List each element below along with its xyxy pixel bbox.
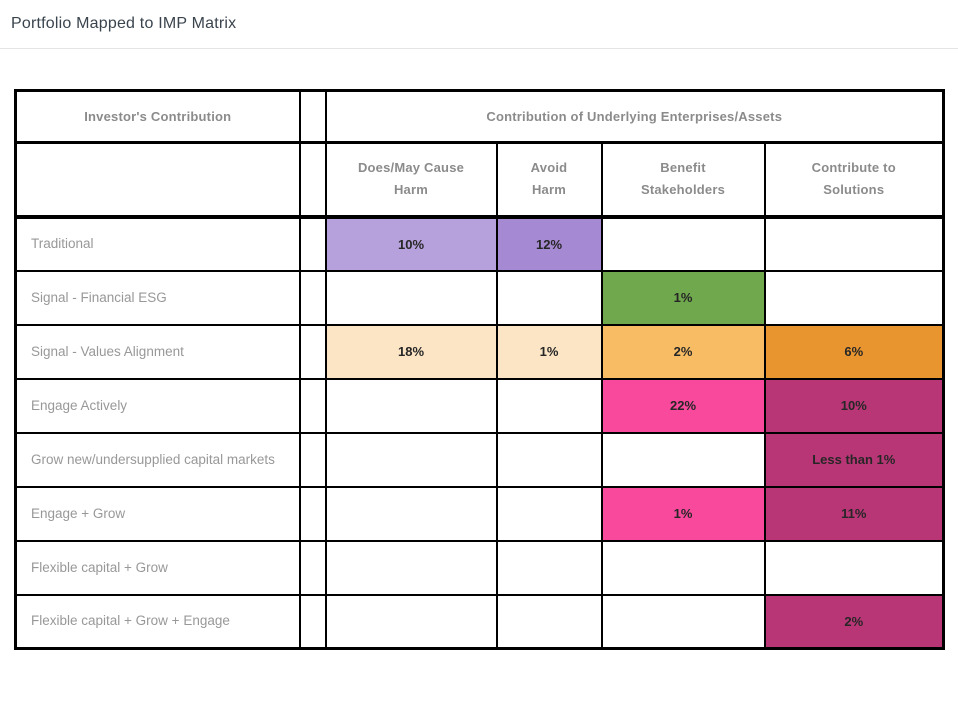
matrix-cell: 1% [495,323,603,380]
matrix-cell: 11% [763,485,945,542]
matrix-cell: 1% [600,485,766,542]
enterprises-assets-group-header: Contribution of Underlying Enterprises/A… [324,89,945,144]
imp-matrix-table: Investor's Contribution Contribution of … [14,89,946,650]
matrix-cell [763,539,945,596]
spacer-cell [298,377,327,434]
row-label: Engage Actively [14,377,301,434]
matrix-cell [324,593,498,650]
table-row: Signal - Financial ESG 1% [14,269,945,326]
table-row: Grow new/undersupplied capital markets Le… [14,431,945,488]
spacer-cell [298,215,327,272]
spacer-cell [298,593,327,650]
investors-contribution-header: Investor's Contribution [14,89,301,144]
matrix-cell [324,269,498,326]
matrix-cell: 2% [763,593,945,650]
spacer-header-cell [298,89,327,144]
matrix-cell [600,539,766,596]
imp-matrix-container: Investor's Contribution Contribution of … [14,89,946,650]
matrix-cell [495,377,603,434]
spacer-cell [298,323,327,380]
matrix-cell: 12% [495,215,603,272]
row-label: Traditional [14,215,301,272]
matrix-cell: 2% [600,323,766,380]
matrix-cell [495,539,603,596]
column-header-1: Avoid Harm [495,141,603,219]
column-header-row: Does/May Cause Harm Avoid Harm Benefit Sta… [14,141,945,219]
page-title: Portfolio Mapped to IMP Matrix [11,15,237,32]
row-label: Flexible capital + Grow + Engage [14,593,301,650]
column-header-3: Contribute to Solutions [763,141,945,219]
matrix-cell [324,485,498,542]
matrix-cell: 6% [763,323,945,380]
table-row: Engage Actively 22% 10% [14,377,945,434]
matrix-cell [324,377,498,434]
column-header-0: Does/May Cause Harm [324,141,498,219]
matrix-cell: 10% [763,377,945,434]
matrix-cell [600,431,766,488]
matrix-cell: Less than 1% [763,431,945,488]
table-row: Flexible capital + Grow [14,539,945,596]
matrix-cell: 18% [324,323,498,380]
row-label: Signal - Values Alignment [14,323,301,380]
matrix-cell [495,593,603,650]
matrix-cell [495,431,603,488]
spacer-header-cell [298,141,327,219]
group-header-row: Investor's Contribution Contribution of … [14,89,945,144]
matrix-cell [600,215,766,272]
row-label: Signal - Financial ESG [14,269,301,326]
matrix-cell [324,431,498,488]
matrix-cell [763,215,945,272]
matrix-cell [495,485,603,542]
title-divider [0,48,958,49]
row-label: Grow new/undersupplied capital markets [14,431,301,488]
row-label: Flexible capital + Grow [14,539,301,596]
matrix-cell [600,593,766,650]
spacer-cell [298,539,327,596]
matrix-cell: 10% [324,215,498,272]
spacer-cell [298,269,327,326]
table-row: Signal - Values Alignment 18% 1% 2% 6% [14,323,945,380]
matrix-cell [763,269,945,326]
matrix-cell: 22% [600,377,766,434]
matrix-cell: 1% [600,269,766,326]
column-header-2: Benefit Stakeholders [600,141,766,219]
matrix-cell [495,269,603,326]
matrix-cell [324,539,498,596]
spacer-cell [298,485,327,542]
table-row: Flexible capital + Grow + Engage 2% [14,593,945,650]
table-row: Engage + Grow 1% 11% [14,485,945,542]
blank-header-cell [14,141,301,219]
row-label: Engage + Grow [14,485,301,542]
table-row: Traditional 10% 12% [14,215,945,272]
spacer-cell [298,431,327,488]
